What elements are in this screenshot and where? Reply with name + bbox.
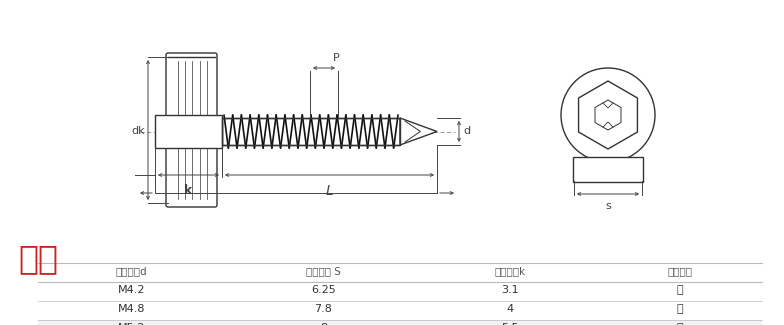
Text: 六角对边 S: 六角对边 S	[306, 266, 341, 276]
Text: 无: 无	[677, 285, 684, 295]
Polygon shape	[155, 115, 222, 148]
Bar	[38, 320, 762, 325]
Polygon shape	[595, 100, 621, 130]
Text: 6.25: 6.25	[311, 285, 336, 295]
Text: M4.2: M4.2	[118, 285, 145, 295]
Text: 4: 4	[506, 304, 514, 314]
FancyBboxPatch shape	[166, 53, 217, 207]
Text: 8: 8	[320, 323, 327, 325]
Text: M4.8: M4.8	[118, 304, 145, 314]
Text: M5.2: M5.2	[118, 323, 145, 325]
Bar	[222, 118, 400, 145]
Text: dk: dk	[132, 126, 145, 136]
Text: 7.8: 7.8	[314, 304, 332, 314]
Text: 无: 无	[677, 304, 684, 314]
Text: 有: 有	[677, 323, 684, 325]
Text: 公称直径d: 公称直径d	[116, 266, 147, 276]
Text: d: d	[463, 126, 470, 136]
Bar	[573, 157, 643, 182]
Bar	[222, 118, 400, 145]
Text: s: s	[605, 201, 611, 211]
Circle shape	[561, 68, 655, 162]
Text: k: k	[184, 184, 193, 197]
Text: 尺寸: 尺寸	[18, 242, 58, 275]
Text: L: L	[325, 184, 333, 198]
Text: 头部厚度k: 头部厚度k	[495, 266, 525, 276]
Polygon shape	[579, 81, 637, 149]
Text: 防水垫圈: 防水垫圈	[667, 266, 692, 276]
Text: 3.1: 3.1	[501, 285, 519, 295]
Text: P: P	[332, 53, 339, 63]
Text: 5.5: 5.5	[501, 323, 519, 325]
Polygon shape	[400, 118, 437, 145]
